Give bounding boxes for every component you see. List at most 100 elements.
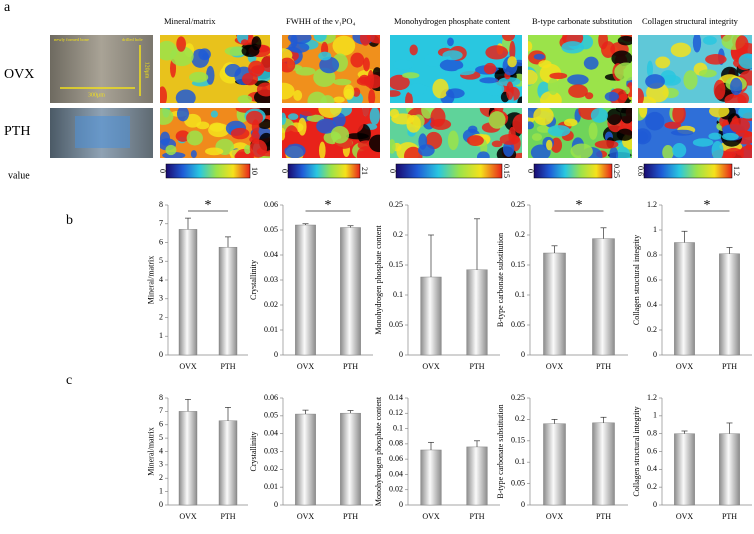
heatmap-blob	[363, 57, 370, 72]
heatmap	[160, 35, 270, 103]
heatmap-blob	[724, 93, 747, 103]
heatmap-blob	[333, 96, 345, 103]
bar	[420, 276, 442, 356]
heatmap-blob	[645, 74, 665, 89]
heatmap-blob	[639, 108, 648, 118]
heatmap-blob	[670, 129, 694, 136]
y-tick-label: 0	[521, 500, 525, 509]
heatmap-blob	[595, 62, 608, 78]
heatmap-blob	[204, 147, 224, 156]
bar	[674, 433, 695, 506]
heatmap-blob	[620, 108, 632, 124]
y-tick-label: 0.6	[647, 446, 657, 455]
panel-label: b	[66, 213, 73, 228]
heatmap-blob	[318, 51, 332, 61]
y-tick-label: 0.6	[647, 275, 657, 284]
heatmap-blob	[540, 91, 562, 103]
colorbar-tick-label: 0	[388, 169, 397, 173]
x-tick-label: PTH	[220, 362, 235, 371]
significance-label: *	[704, 198, 711, 213]
y-tick-label: 8	[159, 200, 163, 209]
y-axis-label: Crystallinity	[249, 432, 258, 472]
y-tick-label: 1.2	[647, 200, 657, 209]
column-title: B-type carbonate substitution	[532, 16, 633, 26]
heatmap-body	[282, 35, 380, 103]
heatmap-blob	[617, 35, 632, 46]
colorbar-tick-label: 0.25	[612, 164, 621, 178]
heatmap-blob	[350, 52, 365, 68]
heatmap-blob	[249, 139, 268, 158]
heatmap-body	[638, 108, 752, 158]
heatmap-blob	[284, 143, 306, 158]
y-axis-label: Crystallinity	[249, 260, 258, 300]
y-tick-label: 0.01	[264, 325, 278, 334]
y-tick-label: 1	[653, 411, 657, 420]
bar	[340, 227, 361, 356]
y-tick-label: 0.2	[393, 230, 403, 239]
column-title: Collagen structural integrity	[642, 16, 739, 26]
y-tick-label: 0.02	[264, 300, 278, 309]
heatmap-blob	[702, 36, 717, 45]
heatmap-blob	[509, 40, 516, 61]
y-tick-label: 0	[274, 500, 278, 509]
heatmap-blob	[456, 67, 475, 76]
y-tick-label: 0.4	[647, 464, 657, 473]
heatmap-blob	[638, 88, 644, 103]
y-tick-label: 0.05	[264, 411, 278, 420]
heatmap-blob	[729, 117, 750, 134]
y-tick-label: 0.05	[511, 478, 525, 487]
heatmap-blob	[672, 143, 687, 158]
significance-label: *	[325, 198, 332, 213]
heatmap-blob	[646, 60, 654, 78]
x-tick-label: PTH	[343, 362, 358, 371]
heatmap-blob	[290, 35, 298, 48]
y-tick-label: 0.05	[389, 320, 403, 329]
heatmap-blob	[330, 125, 350, 144]
heatmap-blob	[485, 45, 509, 60]
heatmap-blob	[306, 114, 325, 122]
heatmap	[638, 35, 752, 103]
heatmap-blob	[359, 35, 371, 46]
heatmap-blob	[466, 135, 484, 146]
heatmap-blob	[402, 72, 420, 79]
y-axis-label: Monohydrogen phosphate content	[374, 225, 383, 335]
y-tick-label: 1	[653, 225, 657, 234]
heatmap-blob	[432, 78, 449, 99]
heatmap-blob	[190, 150, 197, 158]
y-tick-label: 0.1	[515, 457, 525, 466]
micrograph-label: drilled hole	[122, 37, 143, 42]
heatmap	[160, 108, 270, 158]
heatmap-blob	[251, 130, 260, 142]
heatmap-blob	[491, 140, 503, 148]
y-axis-label: Mineral/matrix	[147, 427, 156, 475]
y-tick-label: 0.25	[511, 393, 525, 402]
heatmap-blob	[506, 81, 514, 100]
x-tick-label: PTH	[343, 512, 358, 521]
y-tick-label: 0.06	[264, 393, 278, 402]
scan-region	[75, 116, 130, 148]
heatmap-blob	[584, 92, 594, 100]
panel-label: c	[66, 373, 72, 388]
colorbar	[287, 163, 361, 179]
heatmap-body	[160, 108, 270, 158]
heatmap-blob	[406, 115, 421, 133]
y-tick-label: 0	[274, 350, 278, 359]
y-tick-label: 0.4	[647, 300, 657, 309]
significance-label: *	[576, 198, 583, 213]
heatmap-blob	[176, 108, 189, 122]
heatmap-blob	[344, 88, 354, 99]
heatmap-blob	[442, 50, 463, 61]
heatmap-blob	[713, 79, 726, 100]
heatmap-blob	[313, 35, 327, 42]
bar	[295, 413, 316, 506]
heatmap-blob	[333, 78, 352, 86]
y-tick-label: 0.01	[264, 482, 278, 491]
heatmap-blob	[251, 36, 262, 51]
heatmap-blob	[614, 62, 632, 81]
y-axis-label: Monohydrogen phosphate content	[374, 396, 383, 506]
heatmap-blob	[662, 145, 674, 158]
y-tick-label: 0.04	[264, 250, 278, 259]
heatmap-blob	[528, 121, 534, 130]
